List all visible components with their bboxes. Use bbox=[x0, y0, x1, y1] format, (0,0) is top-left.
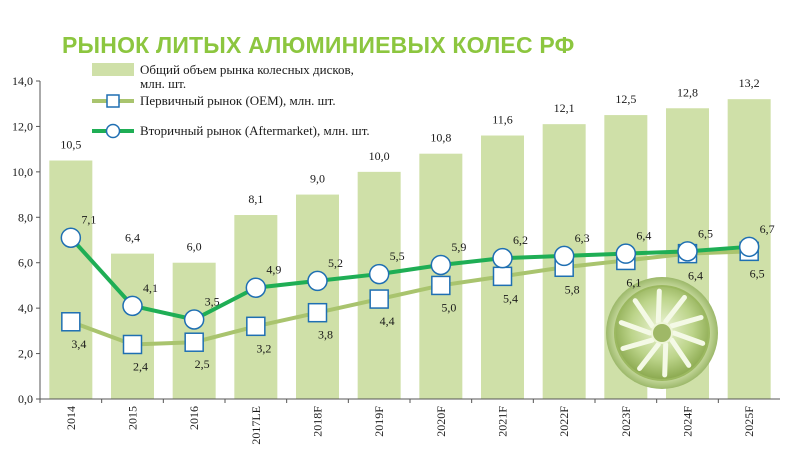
bar-series bbox=[49, 99, 771, 400]
y-tick-label: 6,0 bbox=[18, 256, 33, 270]
oem-label-2021F: 5,4 bbox=[503, 291, 518, 305]
oem-label-2023F: 6,1 bbox=[626, 275, 641, 289]
oem-label-2016: 2,5 bbox=[195, 357, 210, 371]
x-tick-label-2016: 2016 bbox=[187, 406, 201, 430]
oem-point-2014 bbox=[61, 312, 81, 332]
bar-label-2021F: 11,6 bbox=[492, 113, 513, 127]
bar-2016 bbox=[172, 262, 216, 399]
oem-label-2022F: 5,8 bbox=[565, 282, 580, 296]
y-tick-label: 14,0 bbox=[12, 74, 33, 88]
y-tick-label: 10,0 bbox=[12, 165, 33, 179]
x-tick-label-2023F: 2023F bbox=[619, 406, 633, 437]
legend-label-oem: Первичный рынок (OEM), млн. шт. bbox=[140, 93, 336, 108]
aftermarket-point-2022F bbox=[553, 245, 575, 267]
y-tick-label: 8,0 bbox=[18, 210, 33, 224]
aftermarket-point-2016 bbox=[183, 309, 205, 330]
alloy-wheel-image bbox=[606, 277, 718, 389]
y-tick-label: 12,0 bbox=[12, 119, 33, 133]
aftermarket-label-2023F: 6,4 bbox=[636, 229, 651, 243]
bar-label-2017LE: 8,1 bbox=[248, 192, 263, 206]
x-tick-label-2022F: 2022F bbox=[557, 406, 571, 437]
oem-point-2019F bbox=[369, 289, 389, 309]
x-tick-label-2021F: 2021F bbox=[496, 406, 510, 437]
bar-label-2023F: 12,5 bbox=[615, 92, 636, 106]
oem-point-2017LE bbox=[246, 316, 266, 337]
oem-label-2014: 3,4 bbox=[71, 337, 86, 351]
x-tick-label-2025F: 2025F bbox=[742, 406, 756, 437]
aftermarket-label-2016: 3,5 bbox=[205, 295, 220, 309]
x-tick-label-2019F: 2019F bbox=[372, 406, 386, 437]
oem-point-2020F bbox=[431, 275, 451, 296]
oem-label-2017LE: 3,2 bbox=[256, 341, 271, 355]
aftermarket-point-2018F bbox=[307, 270, 328, 292]
chart-title: РЫНОК ЛИТЫХ АЛЮМИНИЕВЫХ КОЛЕС РФ bbox=[62, 32, 575, 58]
oem-label-2020F: 5,0 bbox=[441, 300, 456, 314]
legend-swatch-total bbox=[92, 63, 134, 76]
bar-2018F bbox=[296, 194, 339, 399]
aftermarket-label-2024F: 6,5 bbox=[698, 226, 713, 240]
y-tick-label: 4,0 bbox=[18, 301, 33, 315]
aftermarket-label-2025F: 6,7 bbox=[760, 222, 775, 236]
axes: 0,0 2,0 4,0 6,0 8,0 10,0 12,0 14,0 2014 2015 2016 2… bbox=[12, 74, 780, 445]
aftermarket-point-2021F bbox=[492, 247, 513, 269]
bar-2019F bbox=[357, 171, 401, 399]
legend: Общий объем рынка колесных дисков,млн. ш… bbox=[92, 62, 370, 139]
oem-label-2025F: 6,5 bbox=[750, 266, 765, 280]
aftermarket-point-2017LE bbox=[245, 277, 267, 298]
aftermarket-point-2025F bbox=[738, 236, 760, 258]
aftermarket-point-2015 bbox=[122, 295, 143, 317]
bar-label-2025F: 13,2 bbox=[739, 76, 760, 90]
x-tick-label-2020F: 2020F bbox=[434, 406, 448, 437]
aftermarket-label-2015: 4,1 bbox=[143, 281, 158, 295]
aftermarket-point-2024F bbox=[677, 241, 698, 262]
bar-label-2019F: 10,0 bbox=[369, 149, 390, 163]
oem-label-2024F: 6,4 bbox=[688, 269, 703, 283]
data-labels: 10,5 6,4 6,0 8,1 9,0 10,0 10,8 11,6 12,1 12,5 12,8… bbox=[60, 76, 774, 373]
bar-label-2014: 10,5 bbox=[60, 138, 81, 152]
y-tick-label: 0,0 bbox=[18, 392, 33, 406]
legend-label-total: млн. шт. bbox=[140, 76, 186, 91]
legend-marker-aftermarket bbox=[105, 123, 121, 139]
y-tick-label: 2,0 bbox=[18, 347, 33, 361]
legend-marker-oem bbox=[106, 94, 120, 108]
oem-point-2015 bbox=[122, 334, 143, 355]
oem-label-2019F: 4,4 bbox=[380, 314, 395, 328]
aftermarket-label-2014: 7,1 bbox=[81, 213, 96, 227]
bar-label-2020F: 10,8 bbox=[430, 131, 451, 145]
bar-label-2018F: 9,0 bbox=[310, 172, 325, 186]
x-tick-label-2017LE: 2017LE bbox=[249, 406, 263, 445]
aftermarket-point-2019F bbox=[368, 263, 390, 285]
bar-2017LE bbox=[234, 215, 278, 399]
x-tick-label-2015: 2015 bbox=[126, 406, 140, 430]
bar-label-2016: 6,0 bbox=[187, 240, 202, 254]
oem-label-2018F: 3,8 bbox=[318, 328, 333, 342]
aftermarket-point-2023F bbox=[615, 243, 637, 264]
aftermarket-label-2017LE: 4,9 bbox=[266, 263, 281, 277]
bar-2015 bbox=[111, 253, 154, 399]
aftermarket-point-2020F bbox=[430, 254, 452, 276]
legend-label-aftermarket: Вторичный рынок (Aftermarket), млн. шт. bbox=[140, 123, 370, 138]
aftermarket-label-2020F: 5,9 bbox=[451, 240, 466, 254]
aftermarket-line bbox=[69, 236, 750, 322]
legend-label-total: Общий объем рынка колесных дисков, bbox=[140, 62, 354, 77]
aftermarket-label-2021F: 6,2 bbox=[513, 233, 528, 247]
oem-point-2016 bbox=[184, 332, 204, 352]
aftermarket-label-2019F: 5,5 bbox=[390, 249, 405, 263]
x-tick-label-2024F: 2024F bbox=[681, 406, 695, 437]
aftermarket-point-2014 bbox=[60, 227, 82, 248]
line-series bbox=[60, 227, 760, 355]
oem-line bbox=[70, 249, 750, 347]
oem-point-2021F bbox=[492, 266, 513, 287]
x-tick-label-2018F: 2018F bbox=[311, 406, 325, 437]
bar-label-2022F: 12,1 bbox=[554, 101, 575, 115]
aftermarket-label-2018F: 5,2 bbox=[328, 256, 343, 270]
bar-label-2024F: 12,8 bbox=[677, 85, 698, 99]
bar-2014 bbox=[49, 160, 93, 399]
bar-label-2015: 6,4 bbox=[125, 231, 140, 245]
oem-label-2015: 2,4 bbox=[133, 359, 148, 373]
oem-point-2018F bbox=[307, 302, 328, 323]
x-tick-label-2014: 2014 bbox=[64, 406, 78, 430]
aftermarket-label-2022F: 6,3 bbox=[575, 231, 590, 245]
